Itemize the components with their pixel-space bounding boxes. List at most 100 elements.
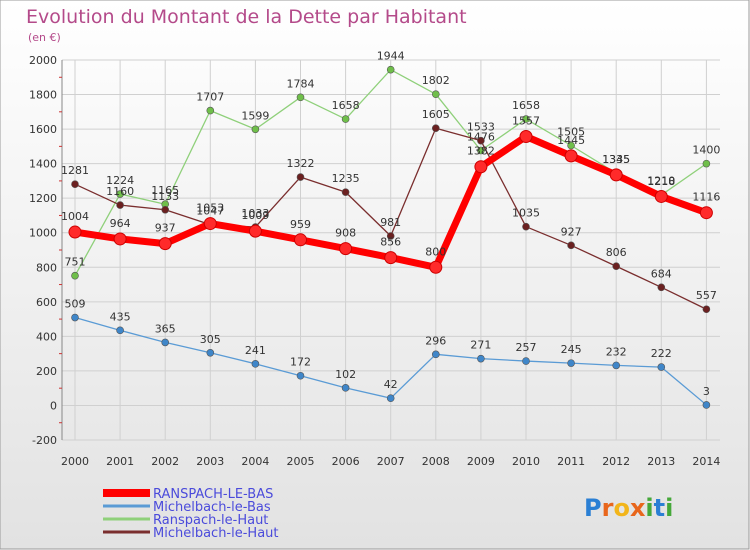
proxiti-logo: Proxiti xyxy=(584,494,673,522)
data-point xyxy=(203,217,217,231)
series-ranspach-le-bas: 1004 964 937 1053 1009 959 908 856 800 1382 1557 14… xyxy=(61,115,720,274)
data-point xyxy=(567,359,575,367)
data-point xyxy=(386,232,395,240)
data-label: 557 xyxy=(696,289,717,302)
data-point xyxy=(68,225,82,239)
x-tick-label: 2008 xyxy=(422,455,450,468)
data-label: 365 xyxy=(155,322,176,335)
data-label: 1658 xyxy=(332,99,360,112)
x-tick-label: 2011 xyxy=(557,455,585,468)
x-tick-label: 2000 xyxy=(61,455,89,468)
data-point xyxy=(477,354,485,363)
data-point xyxy=(477,136,485,145)
x-tick-label: 2005 xyxy=(287,455,315,468)
data-point xyxy=(384,251,398,265)
data-point xyxy=(296,371,305,380)
data-point xyxy=(657,363,666,371)
data-point xyxy=(116,190,124,198)
x-tick-label: 2004 xyxy=(241,455,269,468)
data-label: 1009 xyxy=(241,209,269,222)
data-label: 964 xyxy=(110,217,131,230)
y-tick-label: 200 xyxy=(36,365,57,378)
data-point xyxy=(339,242,353,256)
data-point xyxy=(386,394,395,403)
y-tick-label: 1400 xyxy=(29,158,57,171)
data-point xyxy=(612,361,621,370)
data-label: 271 xyxy=(470,339,491,352)
x-tick-label: 2010 xyxy=(512,455,540,468)
data-point xyxy=(519,130,533,144)
data-label: 751 xyxy=(65,256,86,269)
y-tick-label: 1800 xyxy=(29,89,57,102)
data-point xyxy=(522,357,530,365)
x-tick-label: 2009 xyxy=(467,455,495,468)
logo-letter: o xyxy=(613,494,630,522)
data-point xyxy=(702,159,711,168)
logo-letter: x xyxy=(630,494,646,522)
data-label: 1224 xyxy=(106,174,134,187)
data-point xyxy=(341,115,350,123)
chart-subtitle: (en €) xyxy=(28,31,61,44)
x-tick-label: 2006 xyxy=(332,455,360,468)
x-tick-label: 2014 xyxy=(692,455,720,468)
data-label: 1382 xyxy=(467,145,495,158)
data-point xyxy=(341,384,350,392)
data-label: 927 xyxy=(561,225,582,238)
series-michelbach-le-bas: 509 435 365 305 241 172 102 42 296 271 257 245 232 22… xyxy=(65,298,711,409)
data-label: 1281 xyxy=(61,164,89,177)
data-label: 3 xyxy=(703,385,710,398)
data-label: 856 xyxy=(380,236,401,249)
data-point xyxy=(522,222,530,231)
axes: -200 0 200 400 600 800 1000 1200 1400 1600 1800 200… xyxy=(29,54,720,468)
data-label: 1004 xyxy=(61,210,89,223)
legend-label-michelbach-le-haut: Michelbach-le-Haut xyxy=(153,526,279,541)
data-label: 102 xyxy=(335,368,356,381)
y-tick-label: 1600 xyxy=(29,123,57,136)
data-label: 1400 xyxy=(692,144,720,157)
data-point xyxy=(248,224,262,238)
data-label: 1116 xyxy=(692,191,720,204)
data-point xyxy=(654,189,668,203)
data-point xyxy=(702,401,711,409)
data-label: 1053 xyxy=(196,202,224,215)
data-label: 1944 xyxy=(377,50,405,63)
data-label: 1345 xyxy=(602,153,630,166)
data-label: 1322 xyxy=(287,157,315,170)
data-label: 1445 xyxy=(557,134,585,147)
y-tick-label: 1200 xyxy=(29,192,57,205)
data-point xyxy=(564,149,578,163)
y-tick-label: 2000 xyxy=(29,54,57,67)
logo-text: Proxiti xyxy=(584,494,673,522)
data-label: 257 xyxy=(516,341,537,354)
series-ranspach-le-haut: 7511224116517071599178416581944180214761… xyxy=(65,50,720,280)
x-tick-label: 2007 xyxy=(377,455,405,468)
data-point xyxy=(251,125,260,134)
data-label: 296 xyxy=(425,334,446,347)
data-label: 1035 xyxy=(512,207,540,220)
data-label: 1557 xyxy=(512,115,540,128)
data-label: 1784 xyxy=(287,77,315,90)
data-point xyxy=(161,338,169,347)
data-label: 1235 xyxy=(332,172,360,185)
chart-title: Evolution du Montant de la Dette par Hab… xyxy=(26,6,467,28)
data-point xyxy=(431,350,440,359)
logo-letter: r xyxy=(602,494,614,522)
x-tick-label: 2003 xyxy=(196,455,224,468)
data-label: 1802 xyxy=(422,74,450,87)
data-label: 232 xyxy=(606,345,627,358)
logo-letter: i xyxy=(645,494,653,522)
data-label: 1707 xyxy=(196,91,224,104)
data-label: 959 xyxy=(290,218,311,231)
y-tick-label: 1000 xyxy=(29,227,57,240)
data-label: 172 xyxy=(290,356,311,369)
data-point xyxy=(71,271,79,280)
legend-label-ranspach-le-haut: Ranspach-le-Haut xyxy=(153,513,268,528)
data-point xyxy=(296,93,305,102)
logo-letter: t xyxy=(654,494,665,522)
data-point xyxy=(431,90,440,98)
data-point xyxy=(567,241,575,250)
y-tick-label: 400 xyxy=(36,330,57,343)
data-point xyxy=(294,233,307,247)
